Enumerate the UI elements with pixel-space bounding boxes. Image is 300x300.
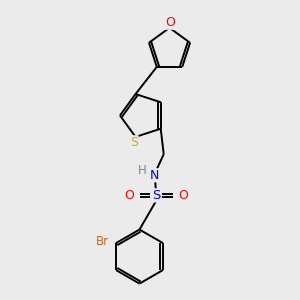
Text: N: N [150, 169, 159, 182]
Text: O: O [178, 189, 188, 202]
Text: H: H [138, 164, 146, 177]
Text: S: S [152, 189, 160, 202]
Text: O: O [124, 189, 134, 202]
Text: O: O [165, 16, 175, 29]
Text: S: S [130, 136, 138, 149]
Text: Br: Br [96, 235, 109, 248]
